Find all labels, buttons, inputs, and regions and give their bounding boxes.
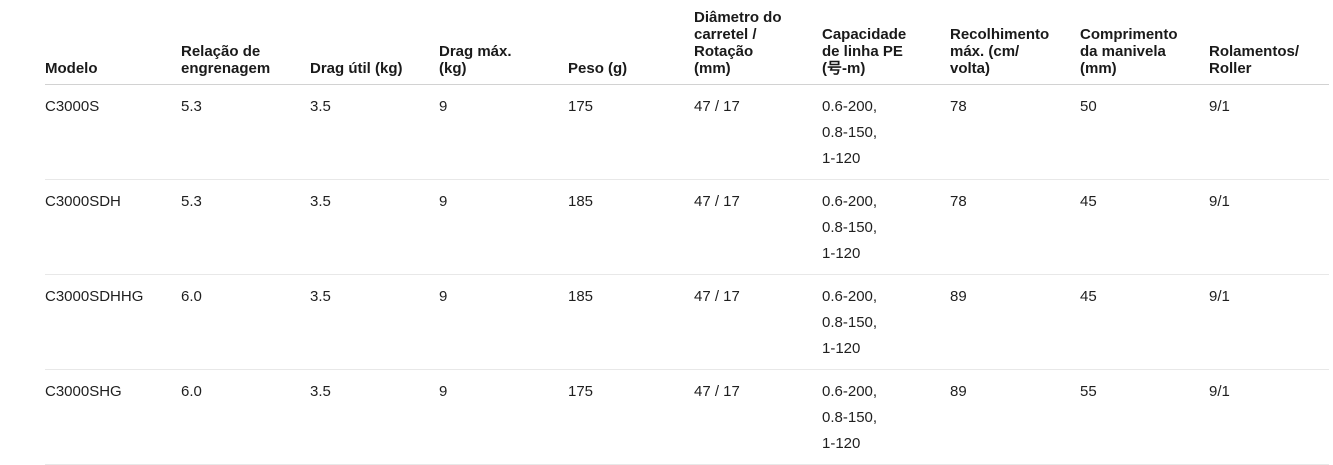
col-header-bearings: Rolamentos/ Roller — [1209, 0, 1329, 85]
cell-drag-util: 3.5 — [310, 84, 439, 180]
cell-handle-length: 45 — [1080, 179, 1209, 275]
cell-weight: 185 — [568, 274, 694, 370]
cell-max-retrieve: 89 — [950, 369, 1080, 465]
table-row: C3000SDH 5.3 3.5 9 185 47 / 17 0.6-200, … — [45, 179, 1329, 275]
cell-max-retrieve: 89 — [950, 274, 1080, 370]
cell-spool-diameter: 47 / 17 — [694, 84, 822, 180]
cell-spool-diameter: 47 / 17 — [694, 369, 822, 465]
cell-drag-max: 9 — [439, 369, 568, 465]
col-header-max-retrieve: Recolhimento máx. (cm/ volta) — [950, 0, 1080, 85]
cell-handle-length: 55 — [1080, 369, 1209, 465]
cell-gear-ratio: 6.0 — [181, 369, 310, 465]
cell-pe-line-capacity: 0.6-200, 0.8-150, 1-120 — [822, 274, 950, 370]
cell-bearings: 9/1 — [1209, 369, 1329, 465]
cell-drag-util: 3.5 — [310, 369, 439, 465]
cell-drag-max: 9 — [439, 179, 568, 275]
cell-bearings: 9/1 — [1209, 274, 1329, 370]
table-row: C3000SDHHG 6.0 3.5 9 185 47 / 17 0.6-200… — [45, 274, 1329, 370]
col-header-pe-line-capacity: Capacidade de linha PE (号-m) — [822, 0, 950, 85]
cell-handle-length: 50 — [1080, 84, 1209, 180]
cell-handle-length: 45 — [1080, 274, 1209, 370]
col-header-spool-diameter: Diâmetro do carretel / Rotação (mm) — [694, 0, 822, 85]
cell-model: C3000SDH — [45, 179, 181, 275]
cell-weight: 185 — [568, 179, 694, 275]
cell-pe-line-capacity: 0.6-200, 0.8-150, 1-120 — [822, 369, 950, 465]
cell-model: C3000SDHHG — [45, 274, 181, 370]
cell-bearings: 9/1 — [1209, 84, 1329, 180]
cell-drag-max: 9 — [439, 84, 568, 180]
header-row: Modelo Relação de engrenagem Drag útil (… — [45, 0, 1329, 85]
cell-drag-max: 9 — [439, 274, 568, 370]
cell-gear-ratio: 5.3 — [181, 179, 310, 275]
col-header-gear-ratio: Relação de engrenagem — [181, 0, 310, 85]
table-body: C3000S 5.3 3.5 9 175 47 / 17 0.6-200, 0.… — [45, 84, 1329, 465]
cell-pe-line-capacity: 0.6-200, 0.8-150, 1-120 — [822, 84, 950, 180]
cell-weight: 175 — [568, 84, 694, 180]
cell-gear-ratio: 5.3 — [181, 84, 310, 180]
table-row: C3000S 5.3 3.5 9 175 47 / 17 0.6-200, 0.… — [45, 84, 1329, 180]
col-header-drag-max: Drag máx. (kg) — [439, 0, 568, 85]
cell-model: C3000S — [45, 84, 181, 180]
cell-spool-diameter: 47 / 17 — [694, 274, 822, 370]
cell-max-retrieve: 78 — [950, 84, 1080, 180]
cell-drag-util: 3.5 — [310, 179, 439, 275]
col-header-weight: Peso (g) — [568, 0, 694, 85]
cell-weight: 175 — [568, 369, 694, 465]
cell-drag-util: 3.5 — [310, 274, 439, 370]
cell-pe-line-capacity: 0.6-200, 0.8-150, 1-120 — [822, 179, 950, 275]
cell-max-retrieve: 78 — [950, 179, 1080, 275]
col-header-drag-util: Drag útil (kg) — [310, 0, 439, 85]
cell-model: C3000SHG — [45, 369, 181, 465]
table-row: C3000SHG 6.0 3.5 9 175 47 / 17 0.6-200, … — [45, 369, 1329, 465]
cell-spool-diameter: 47 / 17 — [694, 179, 822, 275]
cell-bearings: 9/1 — [1209, 179, 1329, 275]
specs-table: Modelo Relação de engrenagem Drag útil (… — [45, 0, 1329, 465]
cell-gear-ratio: 6.0 — [181, 274, 310, 370]
col-header-model: Modelo — [45, 0, 181, 85]
col-header-handle-length: Comprimento da manivela (mm) — [1080, 0, 1209, 85]
